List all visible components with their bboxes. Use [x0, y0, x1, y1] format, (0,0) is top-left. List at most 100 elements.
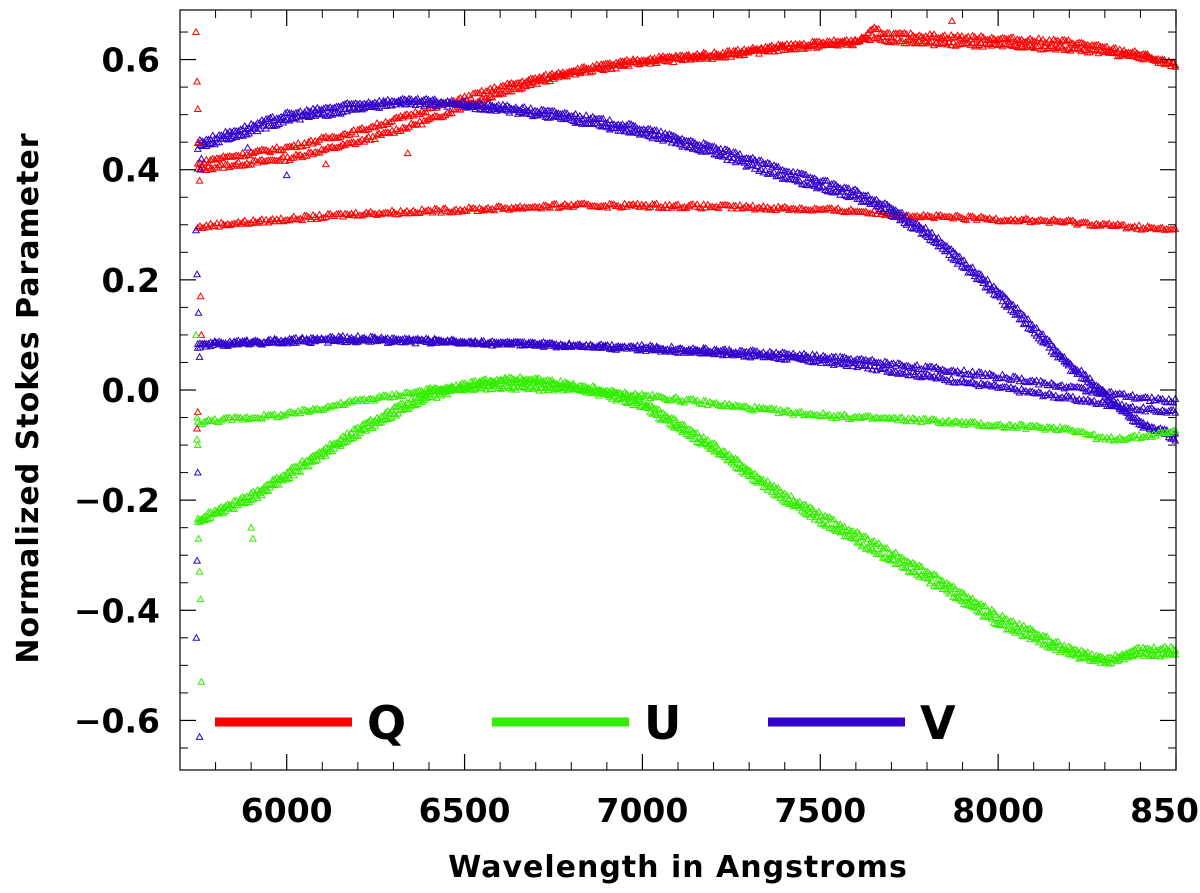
data-point	[678, 420, 687, 428]
data-point	[740, 469, 749, 477]
data-point	[927, 228, 937, 236]
data-point	[981, 422, 990, 430]
data-point	[983, 275, 992, 283]
data-point	[569, 382, 578, 390]
data-point	[1141, 392, 1150, 400]
data-point	[276, 214, 286, 222]
data-point	[648, 199, 657, 208]
data-point	[669, 136, 678, 144]
data-point	[857, 197, 866, 205]
data-point	[806, 512, 815, 520]
data-point	[774, 490, 783, 498]
data-point	[652, 132, 661, 140]
data-point	[725, 201, 734, 209]
data-point	[1053, 43, 1062, 51]
data-point	[1009, 217, 1018, 225]
data-point	[714, 151, 723, 159]
data-point	[262, 215, 271, 223]
data-point	[793, 40, 802, 49]
data-point	[977, 418, 986, 426]
data-point	[204, 514, 213, 522]
data-point	[358, 395, 367, 403]
data-point	[477, 86, 486, 94]
data-point	[355, 137, 365, 145]
data-point	[244, 129, 254, 137]
data-point	[516, 383, 525, 391]
data-point	[915, 225, 924, 233]
data-point	[251, 338, 260, 346]
data-point	[735, 464, 744, 472]
data-point	[1034, 638, 1043, 646]
data-point	[812, 509, 821, 517]
data-point	[562, 342, 572, 350]
data-point	[249, 124, 258, 132]
data-point	[1023, 631, 1033, 639]
data-point	[1004, 624, 1013, 632]
data-point	[362, 102, 371, 110]
data-point	[970, 603, 979, 611]
data-point	[1047, 638, 1056, 646]
data-point	[757, 404, 766, 412]
data-point	[509, 339, 518, 347]
data-point	[370, 134, 379, 142]
data-point	[347, 127, 356, 135]
data-point	[1128, 432, 1137, 440]
data-point	[799, 355, 808, 363]
data-point	[904, 36, 913, 44]
data-point	[351, 129, 360, 137]
data-point	[808, 510, 817, 518]
data-point	[1149, 55, 1159, 64]
data-point	[859, 540, 868, 548]
data-point	[763, 477, 772, 485]
data-point	[912, 38, 922, 47]
data-point	[955, 212, 964, 220]
data-point	[575, 67, 584, 75]
data-point	[285, 337, 294, 345]
data-point	[1105, 401, 1114, 410]
data-point	[691, 397, 700, 405]
data-point	[855, 529, 864, 537]
data-point	[656, 53, 665, 61]
data-point	[1171, 224, 1180, 232]
data-point	[1083, 386, 1092, 394]
data-point	[652, 199, 661, 207]
data-point	[217, 160, 226, 168]
data-point	[878, 414, 887, 422]
data-point	[1045, 343, 1054, 351]
data-point	[206, 513, 215, 521]
data-point	[923, 574, 932, 582]
data-point	[200, 223, 209, 231]
data-point	[789, 41, 798, 49]
data-point	[654, 203, 663, 211]
data-point	[1015, 36, 1024, 44]
data-point	[1169, 225, 1178, 233]
data-point	[1171, 62, 1180, 70]
data-point	[481, 385, 490, 393]
data-point	[816, 184, 826, 192]
data-point	[977, 38, 986, 47]
data-point	[537, 380, 546, 388]
data-point	[733, 350, 742, 358]
data-point	[505, 80, 514, 88]
data-point	[838, 359, 847, 367]
data-point	[326, 143, 335, 151]
data-point	[283, 152, 292, 160]
data-point	[959, 589, 969, 597]
data-point	[797, 407, 806, 415]
data-point	[1045, 43, 1054, 51]
data-point	[321, 404, 330, 412]
data-point	[247, 488, 256, 496]
data-point	[985, 286, 994, 294]
data-point	[338, 130, 347, 138]
data-point	[705, 444, 715, 452]
data-point	[710, 447, 719, 455]
data-point	[838, 523, 847, 531]
data-point	[405, 112, 414, 120]
data-point	[1107, 387, 1116, 395]
data-point	[825, 187, 834, 195]
data-point	[665, 52, 674, 60]
data-point	[682, 347, 691, 355]
data-point	[863, 534, 873, 542]
data-point	[825, 358, 834, 366]
outlier-point	[196, 165, 205, 173]
